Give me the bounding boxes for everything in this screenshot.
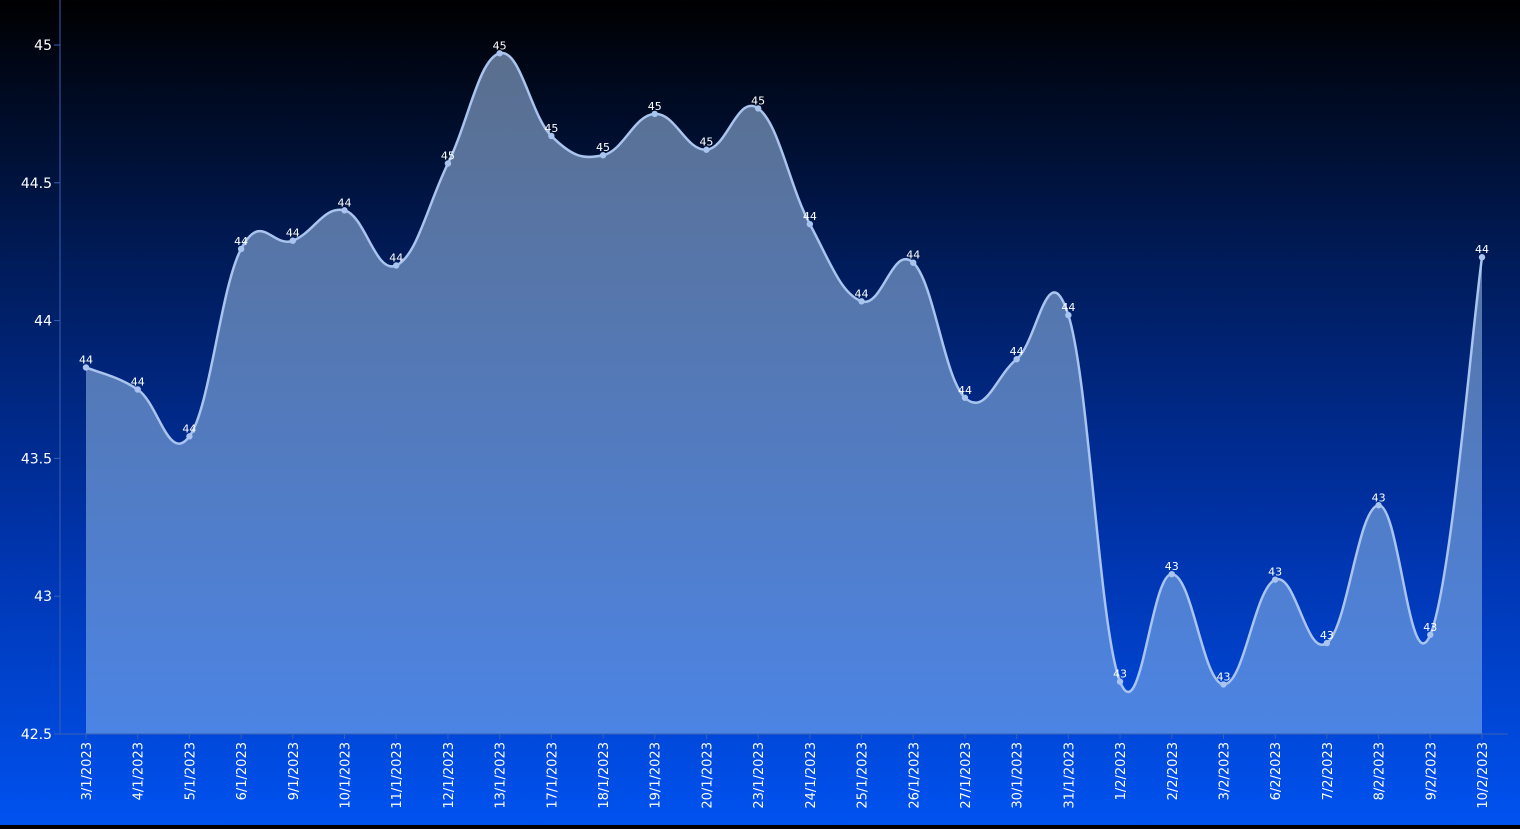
data-point: [1478, 254, 1486, 261]
data-label: 45: [699, 136, 713, 149]
data-label: 43: [1113, 668, 1127, 681]
data-label: 44: [182, 422, 196, 435]
x-tick-label: 4/1/2023: [132, 742, 147, 800]
data-label: 44: [1010, 345, 1024, 358]
x-tick-label: 25/1/2023: [856, 742, 871, 809]
data-point: [444, 160, 452, 167]
x-tick-label: 24/1/2023: [804, 742, 819, 809]
x-tick-label: 10/1/2023: [339, 742, 354, 809]
data-label: 44: [906, 249, 920, 262]
x-tick-label: 30/1/2023: [1011, 742, 1026, 809]
y-tick-label: 44: [34, 314, 52, 330]
data-point: [910, 259, 917, 266]
y-axis-ticks: 42.5 43 43.5 44 44.5 45: [21, 38, 60, 743]
series-area: [86, 52, 1482, 735]
x-tick-label: 11/1/2023: [390, 742, 405, 809]
data-label: 44: [234, 235, 248, 248]
data-point: [1013, 355, 1020, 363]
x-tick-label: 19/1/2023: [649, 742, 664, 809]
data-label: 45: [596, 141, 610, 154]
data-label: 45: [544, 122, 558, 135]
data-label: 43: [1165, 560, 1179, 573]
data-point: [858, 298, 865, 305]
x-tick-label: 3/2/2023: [1217, 742, 1232, 800]
data-label: 43: [1423, 621, 1437, 634]
y-tick-label: 43.5: [21, 451, 52, 467]
data-point: [186, 433, 193, 440]
x-tick-label: 17/1/2023: [545, 742, 560, 809]
data-point: [1116, 678, 1124, 685]
data-label: 44: [131, 376, 145, 389]
x-tick-label: 9/1/2023: [287, 742, 302, 800]
data-point: [754, 105, 762, 112]
data-point: [1168, 570, 1175, 578]
data-label: 45: [493, 39, 507, 52]
x-tick-label: 5/1/2023: [183, 742, 198, 800]
area-layer: [86, 52, 1482, 735]
point-layer: [82, 50, 1486, 688]
data-label: 44: [958, 384, 972, 397]
data-point: [1065, 311, 1072, 319]
x-tick-label: 31/1/2023: [1062, 742, 1077, 809]
x-tick-label: 1/2/2023: [1114, 742, 1129, 800]
data-point: [341, 207, 348, 214]
x-tick-label: 3/1/2023: [80, 742, 95, 800]
x-tick-label: 2/2/2023: [1166, 742, 1181, 800]
data-point: [496, 50, 503, 57]
data-point: [1427, 631, 1434, 638]
data-point: [237, 245, 245, 253]
label-layer: 44 44 44 44 44 44 44 45 45 45 45 45 45 45 44 44 44 44 44 44…: [79, 39, 1489, 683]
y-tick-label: 45: [34, 38, 52, 54]
data-point: [961, 394, 969, 401]
data-label: 44: [1061, 301, 1075, 314]
data-label: 43: [1216, 670, 1230, 683]
data-point: [1375, 502, 1382, 509]
data-label: 45: [648, 100, 662, 113]
data-label: 45: [751, 94, 765, 107]
x-tick-label: 18/1/2023: [597, 742, 612, 809]
y-tick-label: 43: [34, 589, 52, 605]
data-point: [806, 220, 814, 228]
data-point: [548, 132, 555, 140]
data-label: 44: [1475, 243, 1489, 256]
data-point: [134, 386, 141, 393]
data-label: 45: [441, 150, 455, 163]
x-tick-label: 6/1/2023: [235, 742, 250, 800]
x-tick-label: 27/1/2023: [959, 742, 974, 809]
x-axis-ticks: 3/1/2023 4/1/2023 5/1/2023 6/1/2023 9/1/2023…: [80, 734, 1491, 809]
x-tick-label: 26/1/2023: [907, 742, 922, 809]
x-tick-label: 7/2/2023: [1321, 742, 1336, 800]
data-label: 44: [389, 251, 403, 264]
y-tick-label: 42.5: [21, 727, 52, 743]
x-tick-label: 6/2/2023: [1269, 742, 1284, 800]
x-tick-label: 9/2/2023: [1424, 742, 1439, 800]
data-label: 43: [1372, 491, 1386, 504]
data-point: [393, 262, 400, 269]
y-tick-label: 44.5: [21, 176, 52, 192]
data-label: 43: [1268, 566, 1282, 579]
x-tick-label: 20/1/2023: [700, 742, 715, 809]
axis-layer: [59, 0, 1508, 735]
data-point: [651, 110, 658, 118]
data-point: [1271, 576, 1279, 583]
data-point: [82, 364, 90, 371]
x-tick-label: 13/1/2023: [494, 742, 509, 809]
data-label: 44: [855, 287, 869, 300]
data-point: [1323, 639, 1331, 647]
x-tick-label: 12/1/2023: [442, 742, 457, 809]
data-point: [1220, 681, 1227, 688]
data-point: [703, 146, 710, 153]
x-tick-label: 23/1/2023: [752, 742, 767, 809]
data-label: 44: [79, 353, 93, 366]
data-point: [599, 152, 607, 159]
data-label: 43: [1320, 629, 1334, 642]
data-label: 44: [286, 227, 300, 240]
x-tick-label: 8/2/2023: [1373, 742, 1388, 800]
data-label: 44: [803, 210, 817, 223]
x-tick-label: 10/2/2023: [1476, 742, 1491, 809]
data-label: 44: [338, 196, 352, 209]
data-point: [289, 237, 297, 244]
